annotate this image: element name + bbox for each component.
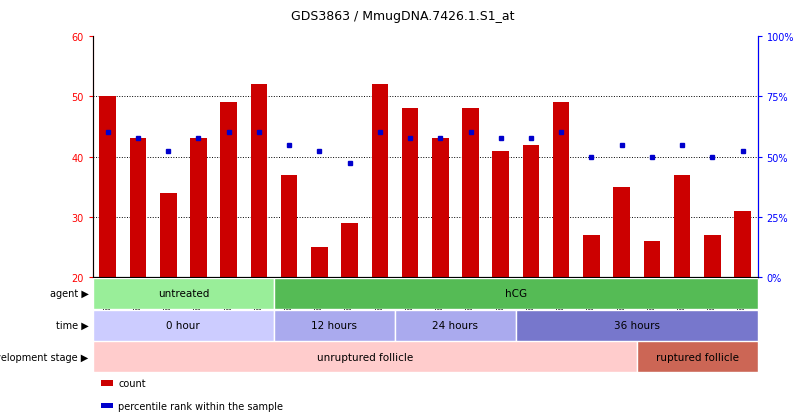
Text: 12 hours: 12 hours: [311, 320, 358, 330]
Bar: [462, 109, 479, 277]
Bar: [674, 175, 691, 277]
Bar: [160, 193, 177, 277]
Bar: [516, 310, 758, 341]
Bar: [522, 145, 539, 277]
Text: percentile rank within the sample: percentile rank within the sample: [118, 401, 284, 411]
Bar: [395, 310, 516, 341]
Bar: [251, 85, 268, 277]
Bar: [613, 187, 630, 277]
Text: count: count: [118, 378, 146, 388]
Text: agent ▶: agent ▶: [50, 288, 89, 299]
Text: time ▶: time ▶: [56, 320, 89, 330]
Bar: [280, 175, 297, 277]
Bar: [93, 310, 274, 341]
Bar: [93, 342, 637, 373]
Bar: [432, 139, 449, 277]
Bar: [372, 85, 388, 277]
Text: 0 hour: 0 hour: [167, 320, 200, 330]
Bar: [341, 223, 358, 277]
Bar: [274, 310, 395, 341]
Bar: [311, 247, 328, 277]
Bar: [401, 109, 418, 277]
Text: 36 hours: 36 hours: [613, 320, 660, 330]
Text: untreated: untreated: [158, 288, 209, 299]
Bar: [93, 278, 274, 309]
Bar: [643, 241, 660, 277]
Text: 24 hours: 24 hours: [432, 320, 479, 330]
Bar: [734, 211, 751, 277]
Bar: [99, 97, 116, 277]
Bar: [130, 139, 147, 277]
Text: hCG: hCG: [505, 288, 527, 299]
Bar: [492, 151, 509, 277]
Text: development stage ▶: development stage ▶: [0, 352, 89, 362]
Bar: [583, 235, 600, 277]
Text: unruptured follicle: unruptured follicle: [317, 352, 413, 362]
Bar: [220, 103, 237, 277]
Bar: [274, 278, 758, 309]
Bar: [553, 103, 570, 277]
Bar: [704, 235, 721, 277]
Text: ruptured follicle: ruptured follicle: [656, 352, 738, 362]
Bar: [190, 139, 207, 277]
Text: GDS3863 / MmugDNA.7426.1.S1_at: GDS3863 / MmugDNA.7426.1.S1_at: [291, 10, 515, 23]
Bar: [637, 342, 758, 373]
